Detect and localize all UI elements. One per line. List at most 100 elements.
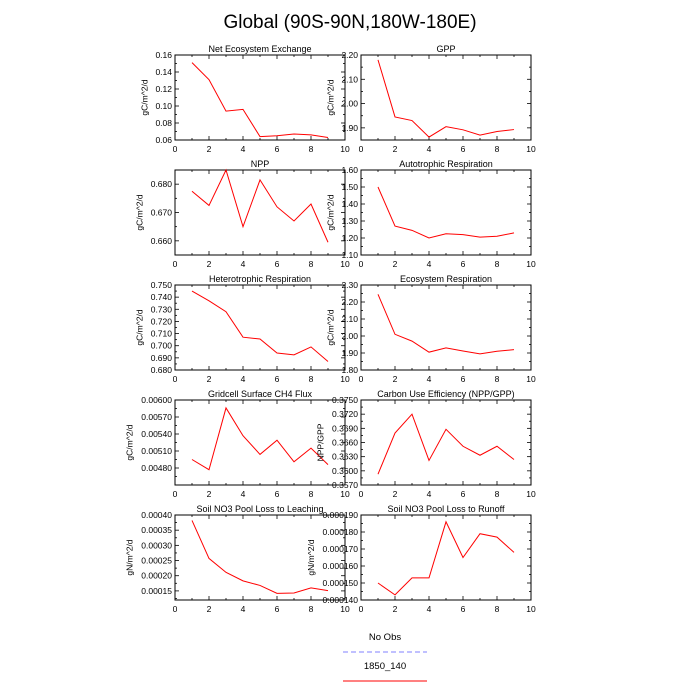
x-tick-label: 10 [340,374,350,384]
y-axis-label: gC/m^2/d [125,424,135,460]
x-tick-label: 0 [359,374,364,384]
y-tick-label: 0.00040 [141,510,172,520]
x-tick-label: 8 [495,489,500,499]
figure-title: Global (90S-90N,180W-180E) [223,12,476,33]
y-tick-label: 2.30 [341,280,358,290]
panel-title: Soil NO3 Pool Loss to Leaching [196,504,323,514]
y-tick-label: 0.08 [155,118,172,128]
x-tick-label: 4 [427,259,432,269]
y-tick-label: 0.660 [151,236,173,246]
panel-title: NPP [251,159,270,169]
y-tick-label: 2.10 [341,314,358,324]
x-tick-label: 6 [461,259,466,269]
series-line-1850-140 [377,186,515,239]
y-tick-label: 0.700 [151,341,173,351]
y-tick-label: 1.50 [341,182,358,192]
y-tick-label: 2.00 [341,331,358,341]
y-tick-label: 0.3720 [332,409,358,419]
y-tick-label: 1.40 [341,199,358,209]
panel-9: Soil NO3 Pool Loss to Leaching 0 2 4 6 8 10 0.0… [125,504,350,614]
x-tick-label: 6 [275,259,280,269]
y-tick-label: 0.00020 [141,571,172,581]
x-tick-label: 4 [241,259,246,269]
x-tick-label: 6 [275,489,280,499]
y-tick-label: 1.90 [341,348,358,358]
series-line-1850-140 [191,520,329,594]
panel-title: Heterotrophic Respiration [209,274,311,284]
x-tick-label: 4 [427,604,432,614]
y-tick-label: 1.10 [341,250,358,260]
x-tick-label: 8 [309,604,314,614]
plot-frame [174,284,346,371]
y-tick-label: 0.680 [151,179,173,189]
series-line-1850-140 [191,406,329,471]
y-tick-label: 1.20 [341,233,358,243]
x-tick-label: 0 [359,489,364,499]
y-tick-label: 0.3630 [332,452,358,462]
panels: Net Ecosystem Exchange 0 2 4 6 8 10 0.06 0.08 0.1… [125,44,536,614]
panel-5: Heterotrophic Respiration 0 2 4 6 8 10 0.680 0.6… [135,274,350,384]
y-tick-label: 0.000170 [323,544,359,554]
x-tick-label: 2 [207,604,212,614]
x-tick-label: 0 [173,259,178,269]
y-tick-label: 0.00015 [141,586,172,596]
plot-frame [360,169,532,256]
y-axis-label: gN/m^2/d [306,539,316,575]
x-tick-label: 0 [173,374,178,384]
y-tick-label: 1.30 [341,216,358,226]
y-axis-label: gN/m^2/d [125,539,135,575]
x-tick-label: 6 [461,144,466,154]
legend-label: 1850_140 [364,661,406,672]
y-tick-label: 1.90 [341,123,358,133]
y-axis-label: gC/m^2/d [325,194,335,230]
panel-title: GPP [436,44,455,54]
x-tick-label: 10 [340,604,350,614]
panel-8: Carbon Use Efficiency (NPP/GPP)0 2 4 6 8 100.… [316,389,536,499]
x-tick-label: 4 [241,604,246,614]
y-tick-label: 0.00480 [141,463,172,473]
y-tick-label: 0.690 [151,353,173,363]
y-axis-label: NPP/GPP [316,423,326,461]
x-tick-label: 8 [309,259,314,269]
y-tick-label: 0.3570 [332,480,358,490]
panel-title: Net Ecosystem Exchange [208,44,311,54]
x-tick-label: 8 [495,144,500,154]
y-axis-label: gC/m^2/d [139,79,149,115]
panel-7: Gridcell Surface CH4 Flux 0 2 4 6 8 10 0.00480 0… [125,389,350,499]
x-tick-label: 4 [241,144,246,154]
plot-frame [360,399,532,486]
series-line-1850-140 [191,290,329,362]
x-tick-label: 6 [275,144,280,154]
y-tick-label: 0.3750 [332,395,358,405]
y-tick-label: 0.000140 [323,595,359,605]
panel-title: Autotrophic Respiration [399,159,493,169]
y-axis-label: gC/m^2/d [325,309,335,345]
plot-frame [360,284,532,371]
y-tick-label: 1.80 [341,365,358,375]
x-tick-label: 0 [173,489,178,499]
y-tick-label: 2.00 [341,99,358,109]
x-tick-label: 10 [526,144,536,154]
y-tick-label: 0.670 [151,208,173,218]
x-tick-label: 8 [495,604,500,614]
x-tick-label: 10 [526,604,536,614]
y-tick-label: 1.60 [341,165,358,175]
plot-frame [360,54,532,141]
y-tick-label: 2.10 [341,74,358,84]
plot-frame [174,514,346,601]
x-tick-label: 2 [393,489,398,499]
series-line-1850-140 [191,168,329,243]
y-tick-label: 0.00035 [141,525,172,535]
x-tick-label: 8 [309,144,314,154]
x-tick-label: 8 [495,374,500,384]
x-tick-label: 6 [461,489,466,499]
panel-title: Ecosystem Respiration [400,274,492,284]
x-tick-label: 10 [340,489,350,499]
x-tick-label: 2 [207,144,212,154]
y-tick-label: 0.680 [151,365,173,375]
y-tick-label: 0.00570 [141,412,172,422]
y-tick-label: 0.730 [151,304,173,314]
plot-frame [174,54,346,141]
x-tick-label: 4 [427,144,432,154]
